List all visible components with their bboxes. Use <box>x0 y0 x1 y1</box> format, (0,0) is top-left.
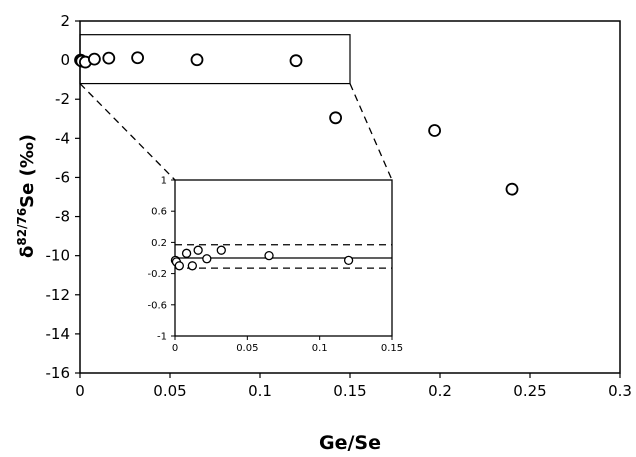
y-tick-label: 2 <box>60 12 70 30</box>
x-tick-label: 0.3 <box>608 382 632 400</box>
inset-x-tick-label: 0.15 <box>381 343 403 354</box>
zoom-connector-left <box>79 83 176 181</box>
x-tick-label: 0 <box>75 382 85 400</box>
zoom-connector-lines <box>79 83 393 181</box>
y-tick-label: -8 <box>55 208 70 226</box>
y-tick-label: -12 <box>46 286 71 304</box>
inset-data-point <box>181 248 192 258</box>
y-tick-label: -4 <box>55 129 70 147</box>
data-point <box>329 111 343 125</box>
x-tick-label: 0.05 <box>153 382 186 400</box>
inset-data-point <box>174 261 184 271</box>
inset-x-tick-label: 0.05 <box>236 343 258 354</box>
x-axis-title: Ge/Se <box>319 432 381 454</box>
inset-y-tick-label: -0.6 <box>147 300 167 311</box>
inset-data-point <box>202 254 212 264</box>
inset-data-point <box>343 255 354 265</box>
inset-data-point <box>216 245 226 255</box>
main-axes: 0 0.05 0.1 0.15 0.2 0.25 0.320-2-4-6-8-10-12-1… <box>46 12 632 400</box>
x-tick-label: 0.25 <box>513 382 546 400</box>
data-point <box>289 54 303 68</box>
inset-y-tick-label: 0.2 <box>151 238 167 249</box>
y-tick-label: -2 <box>55 90 70 108</box>
inset-x-tick-label: 0.1 <box>312 343 328 354</box>
zoom-connector-right <box>349 83 393 181</box>
inset-y-tick-label: -1 <box>157 332 167 343</box>
inset-data-point <box>193 245 203 255</box>
x-tick-label: 0.2 <box>428 382 452 400</box>
inset-y-tick-label: 1 <box>161 176 167 187</box>
data-point <box>428 124 442 137</box>
data-point <box>88 52 101 66</box>
inset-data-point <box>264 251 274 261</box>
zoom-box <box>79 34 351 85</box>
y-axis-title-superscript: 82/76 <box>15 208 29 246</box>
inset-chart: 0 0.05 0.1 0.15 1 0.6 0.2 -0.2 -0.6 -1 <box>147 176 403 355</box>
y-tick-label: -14 <box>46 325 71 343</box>
y-tick-label: -16 <box>46 364 71 382</box>
data-point <box>102 51 116 65</box>
data-point <box>505 182 519 196</box>
inset-data-point <box>187 261 198 271</box>
y-tick-label: 0 <box>60 51 70 69</box>
inset-y-tick-label: 0.6 <box>151 207 167 218</box>
data-point <box>190 53 204 67</box>
inset-x-tick-label: 0 <box>172 343 178 354</box>
inset-y-tick-label: -0.2 <box>147 269 167 280</box>
x-tick-label: 0.15 <box>333 382 366 400</box>
y-tick-label: -6 <box>55 168 70 186</box>
y-axis-title-main: Se (‰) <box>17 134 38 208</box>
y-axis-title-delta: δ <box>17 246 38 258</box>
x-tick-label: 0.1 <box>248 382 272 400</box>
y-axis-title: δ82/76Se (‰) <box>15 134 38 258</box>
data-point <box>131 51 145 65</box>
y-tick-label: -10 <box>46 247 71 265</box>
